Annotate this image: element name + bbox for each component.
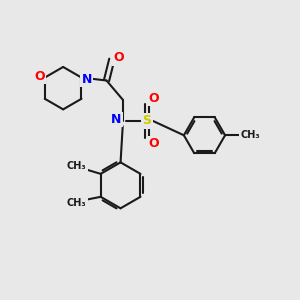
Text: O: O — [148, 92, 159, 105]
Text: N: N — [82, 73, 92, 85]
Text: S: S — [142, 114, 152, 127]
Text: O: O — [148, 137, 159, 150]
Text: O: O — [34, 70, 45, 83]
Text: CH₃: CH₃ — [240, 130, 260, 140]
Text: CH₃: CH₃ — [67, 161, 86, 172]
Text: O: O — [113, 51, 124, 64]
Text: CH₃: CH₃ — [67, 198, 86, 208]
Text: N: N — [111, 113, 122, 126]
